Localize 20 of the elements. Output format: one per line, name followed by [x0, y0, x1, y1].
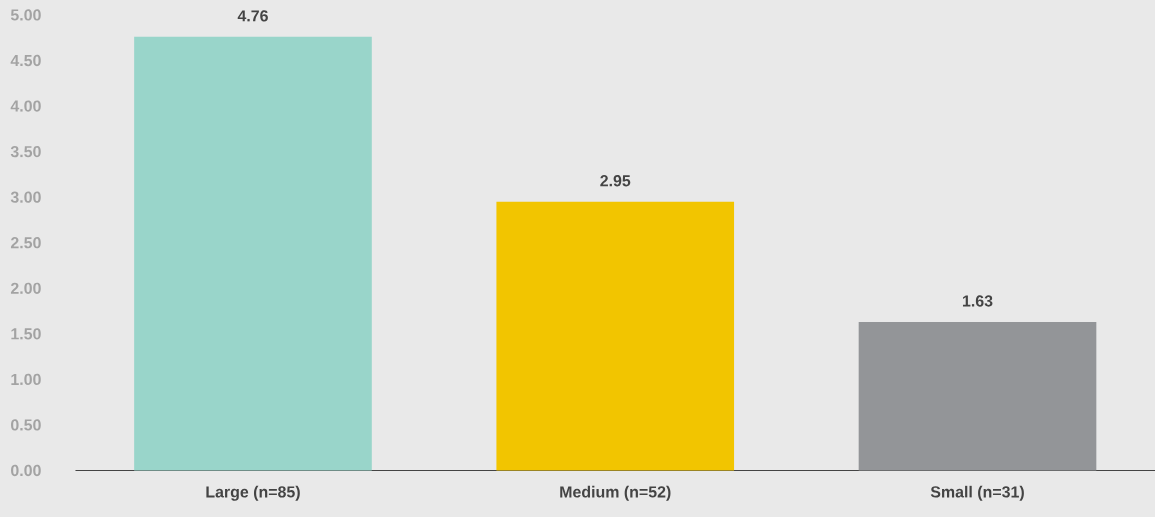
data-label: 4.76	[237, 10, 268, 22]
y-tick-label: 2.50	[10, 236, 41, 249]
bar	[858, 321, 1097, 471]
data-label: 1.63	[962, 295, 993, 307]
bar	[496, 201, 735, 471]
y-tick-label: 4.00	[10, 100, 41, 112]
y-tick-label: 3.50	[10, 145, 41, 158]
x-tick-label: Large (n=85)	[206, 485, 300, 501]
y-tick-label: 1.50	[11, 328, 41, 340]
y-tick-label: 2.00	[10, 282, 41, 294]
y-tick-label: 0.50	[11, 419, 41, 431]
x-tick-label: Small (n=31)	[930, 485, 1024, 501]
y-tick-label: 3.00	[10, 191, 41, 203]
bar	[134, 36, 372, 471]
data-label: 2.95	[600, 174, 631, 187]
y-tick-label: 1.00	[11, 373, 41, 385]
y-tick-label: 0.00	[11, 464, 41, 476]
x-tick-label: Medium (n=52)	[560, 485, 671, 501]
y-tick-label: 4.50	[10, 54, 41, 66]
y-tick-label: 5.00	[10, 9, 41, 21]
